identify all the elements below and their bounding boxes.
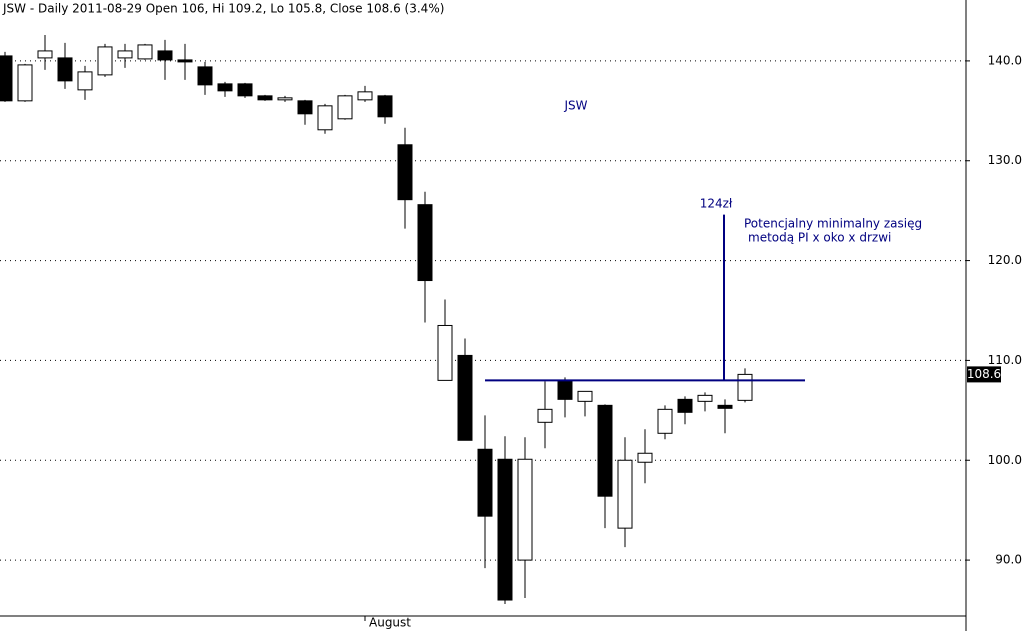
annotation: metodą PI x oko x drzwi xyxy=(748,231,891,245)
candle-body xyxy=(297,100,313,115)
candle-body xyxy=(697,394,713,402)
candle-body xyxy=(317,105,333,131)
annotation: Potencjalny minimalny zasięg xyxy=(744,217,922,231)
candle-body xyxy=(197,66,213,86)
y-tick-label: 140.0 xyxy=(988,53,1022,67)
annotation: 124zł xyxy=(700,197,733,211)
candle-body xyxy=(557,380,573,400)
candle-body xyxy=(397,144,413,201)
chart-title: JSW - Daily 2011-08-29 Open 106, Hi 109.… xyxy=(2,2,444,16)
candle-body xyxy=(377,95,393,118)
last-price-label: 108.6 xyxy=(967,367,1001,381)
y-tick-label: 100.0 xyxy=(988,453,1022,467)
candle-body xyxy=(37,50,53,59)
y-tick-label: 120.0 xyxy=(988,253,1022,267)
candle-body xyxy=(237,83,253,97)
candle-body xyxy=(717,404,733,409)
last-price-box xyxy=(967,366,1001,383)
candle-body xyxy=(437,324,453,381)
candle-body xyxy=(277,97,293,101)
candle-body xyxy=(737,373,753,401)
x-tick-label: August xyxy=(369,616,411,630)
y-tick-label: 90.0 xyxy=(995,553,1022,567)
candle-body xyxy=(657,408,673,434)
candle-body xyxy=(177,59,193,63)
annotation: JSW xyxy=(563,99,587,113)
candle-body xyxy=(117,50,133,59)
candle-body xyxy=(157,50,173,61)
candle-body xyxy=(617,459,633,529)
candle-body xyxy=(17,64,33,102)
candle-body xyxy=(417,204,433,282)
candle-body xyxy=(637,452,653,463)
y-tick-label: 130.0 xyxy=(988,153,1022,167)
candle-body xyxy=(77,71,93,91)
candle-body xyxy=(497,458,513,601)
candle-body xyxy=(57,57,73,82)
candle-body xyxy=(457,354,473,441)
candle-body xyxy=(217,83,233,92)
candle-body xyxy=(537,408,553,423)
y-tick-label: 110.0 xyxy=(988,353,1022,367)
candle-body xyxy=(137,44,153,60)
candle-body xyxy=(357,91,373,101)
candle-body xyxy=(337,95,353,120)
candle-body xyxy=(597,404,613,497)
candle-body xyxy=(517,458,533,561)
candle-body xyxy=(477,448,493,517)
candle-body xyxy=(0,55,13,102)
candle-body xyxy=(577,390,593,402)
candle-body xyxy=(257,95,273,101)
candle-body xyxy=(677,398,693,413)
candle-body xyxy=(97,46,113,76)
